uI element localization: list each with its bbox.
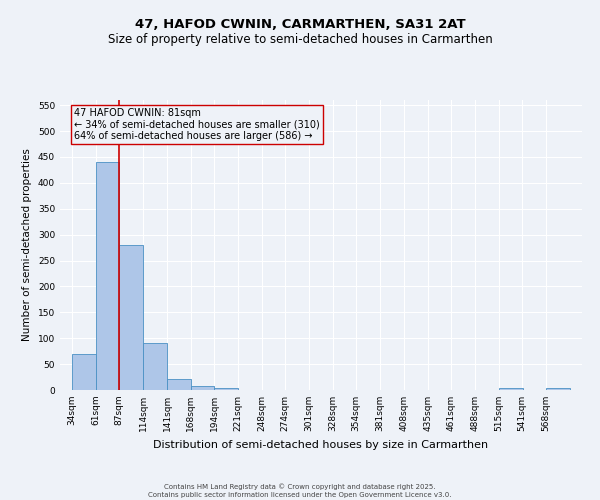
Text: Size of property relative to semi-detached houses in Carmarthen: Size of property relative to semi-detach…: [107, 32, 493, 46]
Bar: [119, 245, 143, 390]
Bar: [143, 344, 167, 390]
Text: 47 HAFOD CWNIN: 81sqm
← 34% of semi-detached houses are smaller (310)
64% of sem: 47 HAFOD CWNIN: 81sqm ← 34% of semi-deta…: [74, 108, 320, 141]
X-axis label: Distribution of semi-detached houses by size in Carmarthen: Distribution of semi-detached houses by …: [154, 440, 488, 450]
Bar: [191, 386, 214, 390]
Bar: [499, 388, 523, 390]
Y-axis label: Number of semi-detached properties: Number of semi-detached properties: [22, 148, 32, 342]
Text: Contains HM Land Registry data © Crown copyright and database right 2025.
Contai: Contains HM Land Registry data © Crown c…: [148, 484, 452, 498]
Bar: [73, 354, 95, 390]
Bar: [547, 388, 569, 390]
Bar: [97, 162, 119, 390]
Bar: [214, 388, 238, 390]
Bar: [167, 378, 191, 390]
Text: 47, HAFOD CWNIN, CARMARTHEN, SA31 2AT: 47, HAFOD CWNIN, CARMARTHEN, SA31 2AT: [134, 18, 466, 30]
